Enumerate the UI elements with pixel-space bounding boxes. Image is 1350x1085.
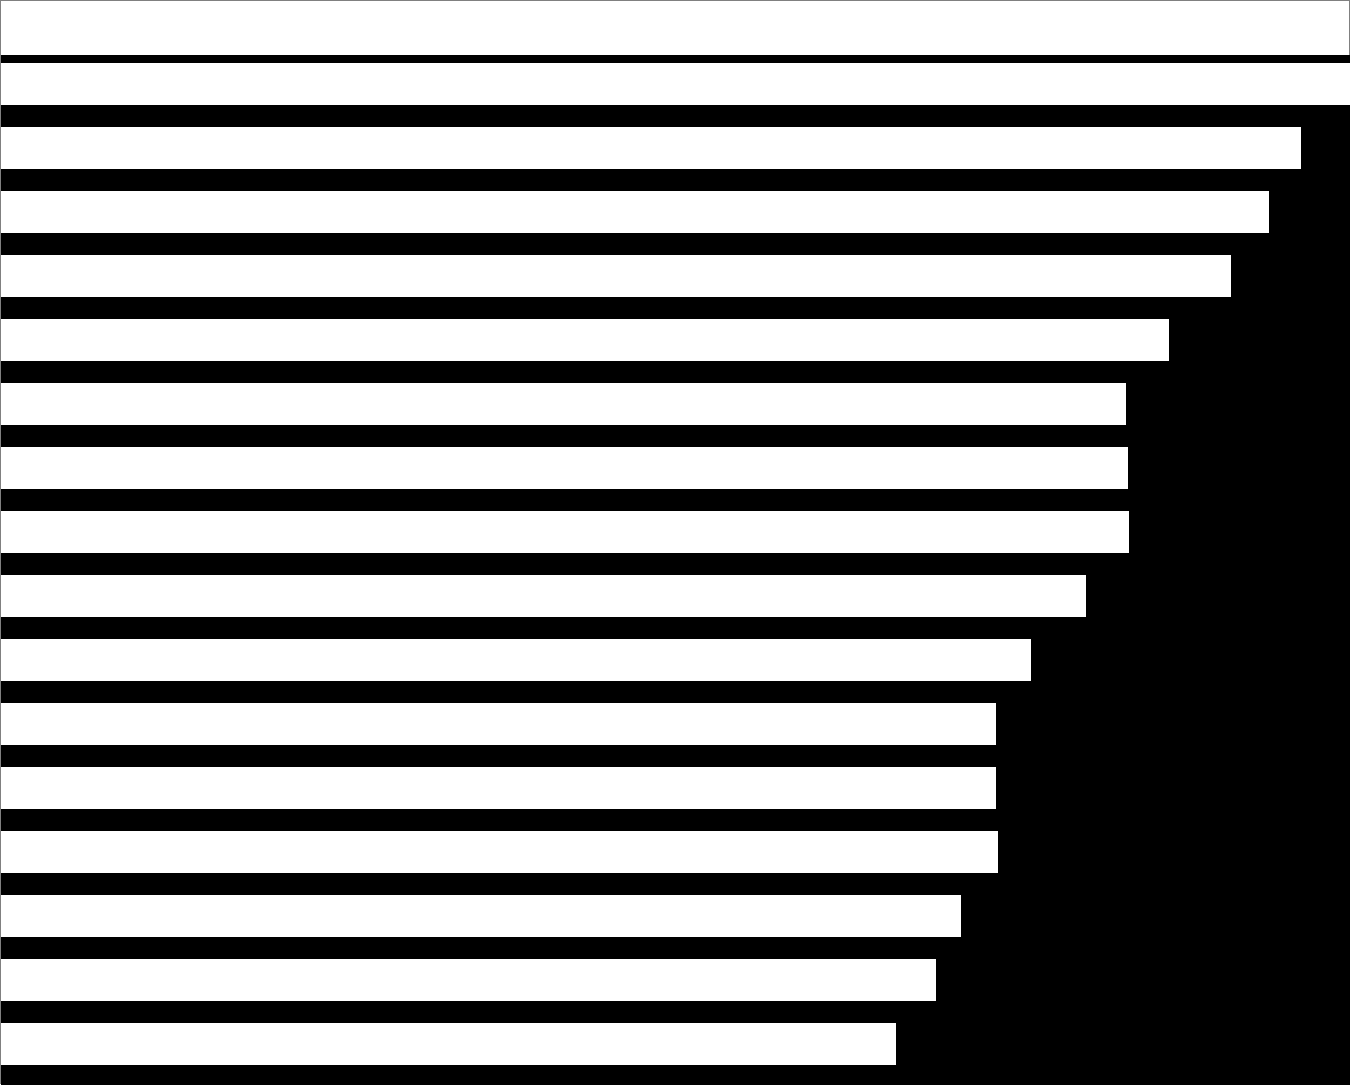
bar-7 [1, 511, 1129, 553]
horizontal-bar-chart [0, 0, 1350, 1084]
bar-4 [1, 319, 1169, 361]
bar-15 [1, 1023, 896, 1065]
bar-2 [1, 191, 1269, 233]
bar-8 [1, 575, 1086, 617]
bar-14 [1, 959, 936, 1001]
bar-0 [1, 63, 1350, 105]
bar-13 [1, 895, 961, 937]
bar-12 [1, 831, 998, 873]
bar-9 [1, 639, 1031, 681]
bar-5 [1, 383, 1126, 425]
bar-6 [1, 447, 1128, 489]
bar-10 [1, 703, 996, 745]
bar-1 [1, 127, 1301, 169]
bar-11 [1, 767, 996, 809]
bar-3 [1, 255, 1231, 297]
